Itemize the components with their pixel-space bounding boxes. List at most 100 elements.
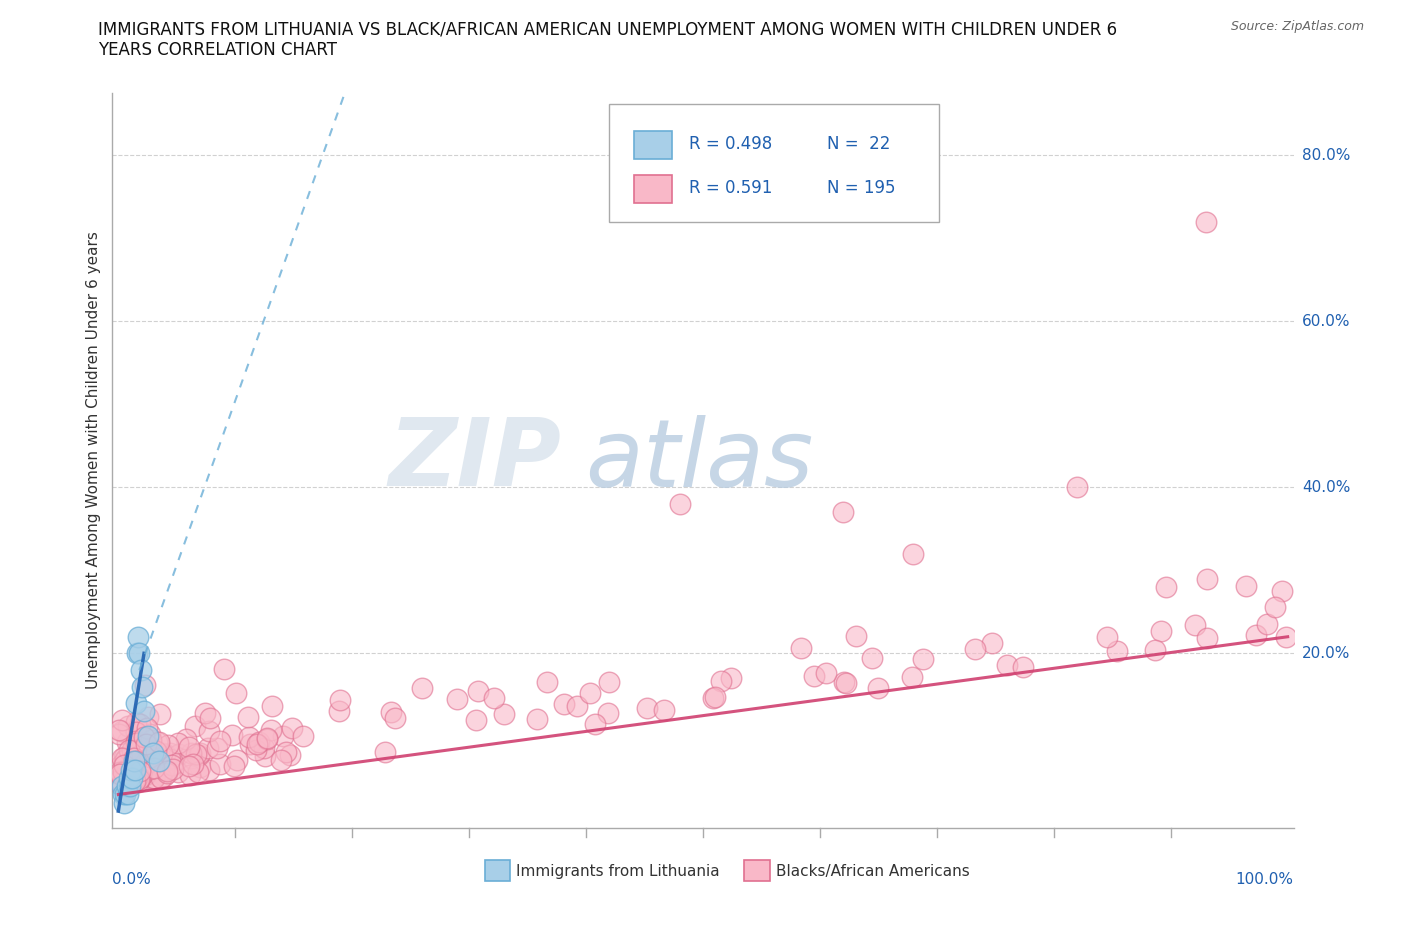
Point [598, 674, 620, 689]
Point [153, 747, 176, 762]
Point [128, 765, 150, 780]
Point [866, 681, 889, 696]
Point [127, 740, 149, 755]
Point [207, 740, 229, 755]
Point [271, 729, 294, 744]
Point [142, 760, 165, 775]
Point [132, 740, 155, 755]
Point [121, 770, 143, 785]
Point [112, 757, 135, 772]
Point [117, 742, 139, 757]
Point [247, 735, 270, 750]
Point [136, 729, 159, 744]
Point [159, 752, 181, 767]
Point [139, 732, 162, 747]
Point [134, 677, 156, 692]
Point [127, 775, 149, 790]
Point [139, 753, 162, 768]
Point [1234, 578, 1257, 593]
Point [149, 707, 172, 722]
Point [115, 772, 138, 787]
Point [127, 758, 149, 773]
Point [148, 734, 170, 749]
Point [446, 692, 468, 707]
Point [174, 732, 197, 747]
Point [380, 704, 402, 719]
Point [108, 723, 131, 737]
Point [149, 771, 172, 786]
Point [128, 646, 150, 661]
Point [114, 752, 136, 767]
Point [1149, 623, 1171, 638]
Point [188, 746, 211, 761]
Point [125, 696, 148, 711]
Point [148, 754, 170, 769]
Point [125, 759, 148, 774]
Text: 60.0%: 60.0% [1302, 313, 1350, 329]
Point [482, 690, 505, 705]
Point [1066, 480, 1088, 495]
Point [225, 686, 247, 701]
Point [276, 744, 298, 759]
Point [160, 757, 183, 772]
Point [832, 675, 855, 690]
Point [270, 752, 292, 767]
Point [125, 646, 148, 661]
Point [328, 704, 350, 719]
Point [903, 546, 925, 561]
Point [131, 679, 153, 694]
Text: N = 195: N = 195 [827, 179, 896, 197]
Point [141, 746, 163, 761]
Bar [485, 860, 510, 881]
Point [980, 635, 1002, 650]
Point [117, 787, 139, 802]
Point [124, 774, 146, 789]
Point [280, 747, 302, 762]
Point [135, 760, 157, 775]
Point [411, 681, 433, 696]
Point [124, 766, 146, 781]
Point [125, 736, 148, 751]
Point [197, 724, 219, 738]
Point [145, 744, 167, 759]
Bar [744, 860, 770, 881]
Point [1275, 630, 1298, 644]
Point [1271, 583, 1294, 598]
Point [124, 770, 146, 785]
Point [710, 673, 733, 688]
Point [900, 670, 922, 684]
Point [111, 751, 134, 765]
Point [180, 746, 202, 761]
Point [214, 661, 236, 676]
Point [465, 712, 488, 727]
Point [567, 698, 589, 713]
Point [702, 690, 724, 705]
Point [292, 729, 315, 744]
Text: YEARS CORRELATION CHART: YEARS CORRELATION CHART [98, 41, 337, 59]
Point [108, 767, 131, 782]
Point [636, 701, 658, 716]
Point [150, 746, 173, 761]
Text: 40.0%: 40.0% [1302, 480, 1350, 495]
Point [188, 760, 211, 775]
Point [239, 737, 262, 751]
Point [142, 771, 165, 786]
Point [128, 762, 150, 777]
Point [124, 761, 146, 776]
Point [963, 642, 986, 657]
Point [139, 762, 162, 777]
Point [129, 716, 152, 731]
FancyBboxPatch shape [609, 104, 939, 221]
Point [111, 787, 134, 802]
Point [122, 754, 145, 769]
Point [1097, 630, 1119, 644]
Point [117, 719, 139, 734]
Point [166, 735, 188, 750]
Point [236, 710, 259, 724]
Point [111, 778, 134, 793]
Point [129, 741, 152, 756]
Point [254, 749, 277, 764]
Point [177, 739, 200, 754]
Point [112, 795, 135, 810]
Point [131, 769, 153, 784]
